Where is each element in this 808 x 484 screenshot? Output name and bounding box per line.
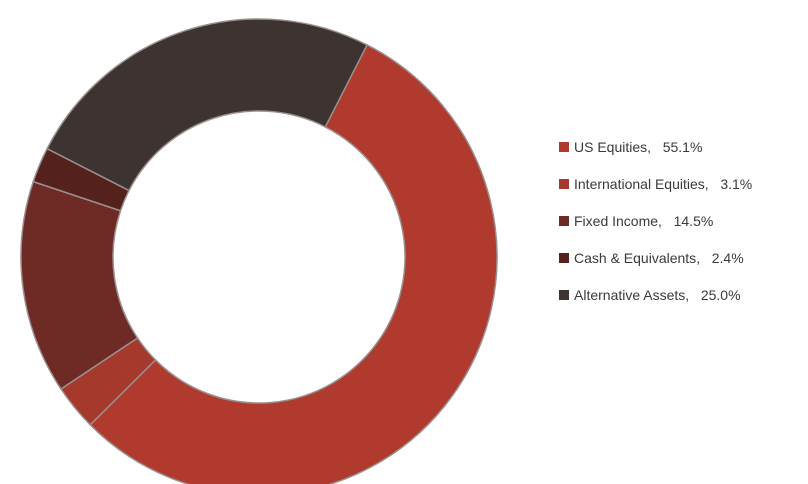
legend-value: 14.5% [673, 212, 714, 229]
legend-label: US Equities [574, 138, 648, 155]
legend-value: 3.1% [720, 175, 753, 192]
legend-item-international-equities: International Equities, 3.1% [559, 173, 804, 194]
legend-value: 25.0% [700, 286, 741, 303]
legend-item-us-equities: US Equities, 55.1% [559, 136, 804, 157]
legend-item-cash-equivalents: Cash & Equivalents, 2.4% [559, 247, 804, 268]
legend-item-fixed-income: Fixed Income, 14.5% [559, 210, 804, 231]
legend-swatch-us-equities [559, 141, 569, 152]
legend-swatch-fixed-income [559, 215, 569, 226]
donut-slice-us-equities [89, 43, 498, 484]
legend-swatch-alternative-assets [559, 289, 569, 300]
chart-legend: US Equities, 55.1% International Equitie… [559, 136, 804, 321]
legend-value: 2.4% [711, 249, 744, 266]
donut-slice-alternative-assets [46, 18, 369, 192]
legend-label: International Equities [574, 175, 705, 192]
legend-label: Fixed Income [574, 212, 659, 229]
legend-label: Alternative Assets [574, 286, 686, 303]
legend-swatch-cash-equivalents [559, 252, 569, 263]
legend-value: 55.1% [662, 138, 703, 155]
legend-swatch-international-equities [559, 178, 569, 189]
legend-item-alternative-assets: Alternative Assets, 25.0% [559, 284, 804, 305]
legend-label: Cash & Equivalents [574, 249, 697, 266]
